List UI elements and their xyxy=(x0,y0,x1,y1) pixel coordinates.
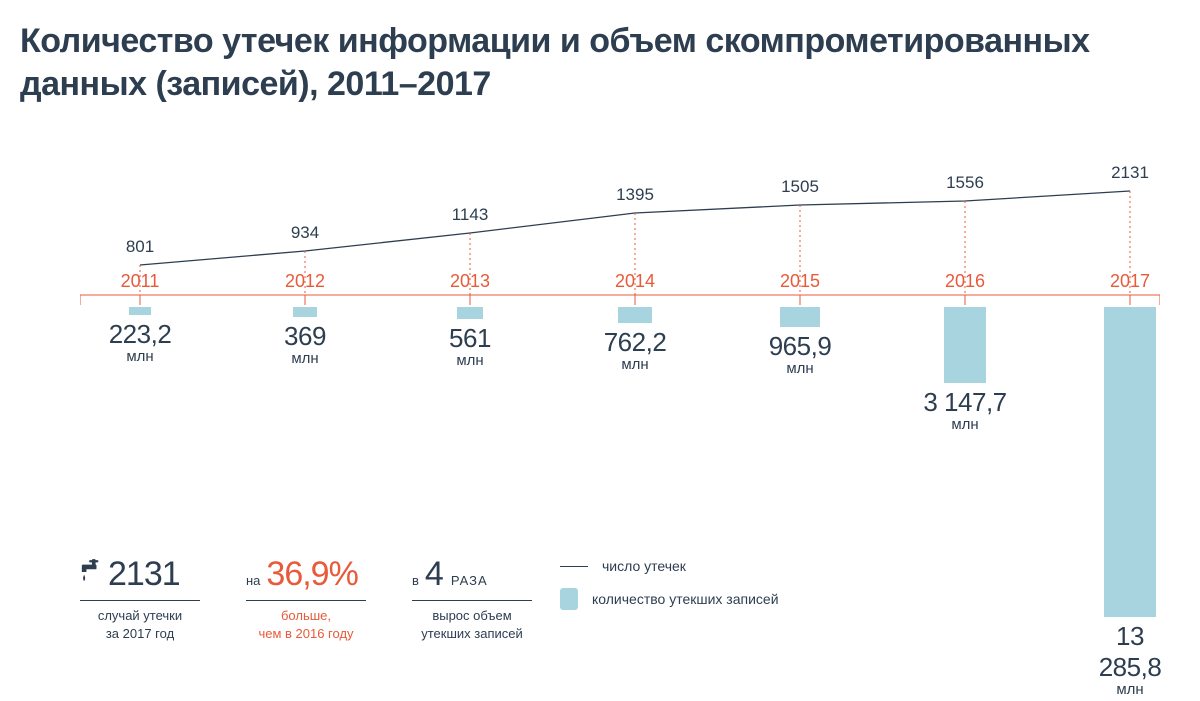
stat-value: 2131 xyxy=(108,555,180,594)
records-bar xyxy=(618,307,652,323)
records-bar xyxy=(457,307,483,319)
stat-sub2: чем в 2016 году xyxy=(246,625,366,643)
year-label: 2014 xyxy=(615,271,655,292)
records-value-label: 13 285,8млн xyxy=(1099,621,1162,698)
records-bar xyxy=(293,307,317,317)
stat-prefix: в xyxy=(412,573,419,588)
records-value-label: 561млн xyxy=(449,323,491,369)
year-label: 2012 xyxy=(285,271,325,292)
stat-suffix: РАЗА xyxy=(451,573,488,588)
stat-sub1: случай утечки xyxy=(80,607,200,625)
records-value-label: 223,2млн xyxy=(109,319,172,365)
legend-box-label: количество утекших записей xyxy=(592,591,779,607)
records-value-label: 762,2млн xyxy=(604,327,667,373)
leak-count-label: 1505 xyxy=(781,177,819,197)
year-label: 2013 xyxy=(450,271,490,292)
stat-times-growth: в 4 РАЗА вырос объем утекших записей xyxy=(412,555,532,642)
stat-total-leaks: 2131 случай утечки за 2017 год xyxy=(80,555,200,642)
stat-sub1: вырос объем xyxy=(412,607,532,625)
records-value-label: 369млн xyxy=(284,321,326,367)
legend-item-box: количество утекших записей xyxy=(560,588,779,610)
legend: число утечек количество утекших записей xyxy=(560,558,779,624)
leak-count-label: 1556 xyxy=(946,173,984,193)
stat-value: 36,9% xyxy=(266,555,357,594)
year-label: 2017 xyxy=(1110,271,1150,292)
leak-count-label: 1143 xyxy=(452,205,489,225)
records-value-label: 3 147,7млн xyxy=(923,387,1006,433)
leak-count-label: 1395 xyxy=(616,185,654,205)
records-bar xyxy=(1104,307,1156,617)
stat-sub2: за 2017 год xyxy=(80,625,200,643)
records-bar xyxy=(129,307,151,315)
year-label: 2016 xyxy=(945,271,985,292)
legend-box-swatch xyxy=(560,588,578,610)
stat-percent-more: на 36,9% больше, чем в 2016 году xyxy=(246,555,366,642)
legend-line-label: число утечек xyxy=(602,558,686,574)
year-label: 2011 xyxy=(121,271,160,292)
records-bar xyxy=(944,307,986,383)
legend-item-line: число утечек xyxy=(560,558,779,574)
faucet-icon xyxy=(80,559,102,585)
chart-area: 801 2011 223,2млн 934 2012 369млн 1143 2013 561м… xyxy=(80,175,1160,505)
year-label: 2015 xyxy=(780,271,820,292)
stats-row: 2131 случай утечки за 2017 год на 36,9% … xyxy=(80,555,532,642)
stat-value: 4 xyxy=(425,555,443,594)
records-bar xyxy=(780,307,820,327)
leak-count-label: 934 xyxy=(291,223,319,243)
stat-prefix: на xyxy=(246,573,260,588)
stat-sub1: больше, xyxy=(246,607,366,625)
stat-sub2: утекших записей xyxy=(412,625,532,643)
leak-count-label: 801 xyxy=(126,237,154,257)
legend-line-swatch xyxy=(560,566,588,567)
leak-count-label: 2131 xyxy=(1111,163,1149,183)
chart-title: Количество утечек информации и объем ско… xyxy=(20,20,1200,105)
records-value-label: 965,9млн xyxy=(769,331,832,377)
